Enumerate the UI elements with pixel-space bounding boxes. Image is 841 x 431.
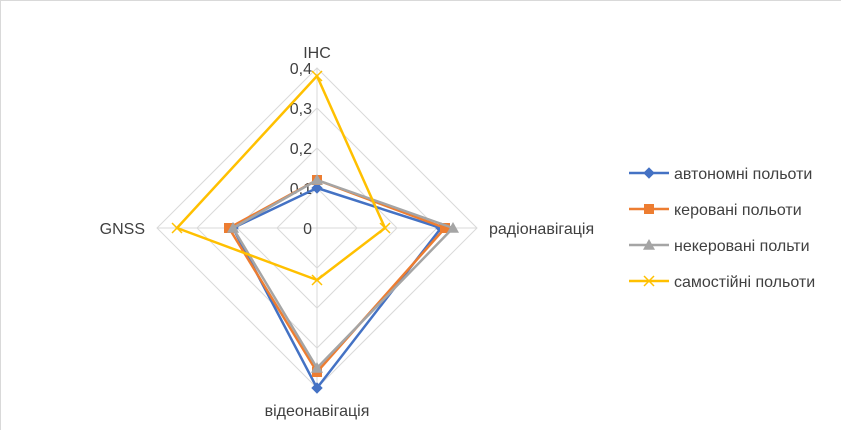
axis-label-2: відеонавігація: [265, 403, 370, 420]
legend-item-0: автономні польоти: [629, 166, 812, 183]
axis-labels: ІНС радіонавігація відеонавігація GNSS: [100, 45, 594, 420]
legend-label-2: некеровані польти: [674, 238, 810, 255]
legend-item-1: керовані польоти: [629, 202, 802, 219]
legend-label-0: автономні польоти: [674, 166, 812, 183]
series-line-3: [175, 74, 387, 282]
legend: автономні польоти керовані польоти некеров…: [629, 166, 815, 291]
series-2-point-3: [227, 222, 239, 233]
series-3: [171, 70, 391, 286]
series-2: [227, 174, 459, 373]
legend-label-3: самостійні польоти: [674, 274, 815, 291]
legend-marker-1: [644, 204, 654, 214]
legend-marker-2: [643, 239, 655, 250]
series-0-point-2: [311, 382, 323, 394]
series-3-point-0: [311, 70, 323, 82]
tick-label: 0,3: [290, 101, 312, 118]
legend-item-3: самостійні польоти: [629, 274, 815, 291]
series-0-point-0: [311, 182, 323, 194]
series-layer: [171, 70, 459, 394]
radar-spokes: [157, 68, 477, 388]
series-1-point-1: [440, 223, 450, 233]
tick-label: 0,4: [290, 61, 312, 78]
legend-marker-0: [643, 167, 655, 179]
series-1-point-3: [224, 223, 234, 233]
legend-marker-3: [643, 275, 655, 287]
series-2-point-1: [447, 222, 459, 233]
series-3-point-2: [311, 274, 323, 286]
series-3-point-1: [379, 222, 391, 234]
series-2-point-0: [311, 174, 323, 185]
tick-label: 0,2: [290, 141, 312, 158]
series-3-point-3: [171, 222, 183, 234]
tick-label: 0: [303, 221, 312, 238]
axis-label-0: ІНС: [303, 45, 331, 62]
legend-label-1: керовані польоти: [674, 202, 802, 219]
series-2-point-2: [311, 362, 323, 373]
axis-label-1: радіонавігація: [489, 221, 594, 238]
axis-label-3: GNSS: [100, 221, 145, 238]
legend-item-2: некеровані польти: [629, 238, 810, 255]
series-line-2: [231, 178, 455, 370]
